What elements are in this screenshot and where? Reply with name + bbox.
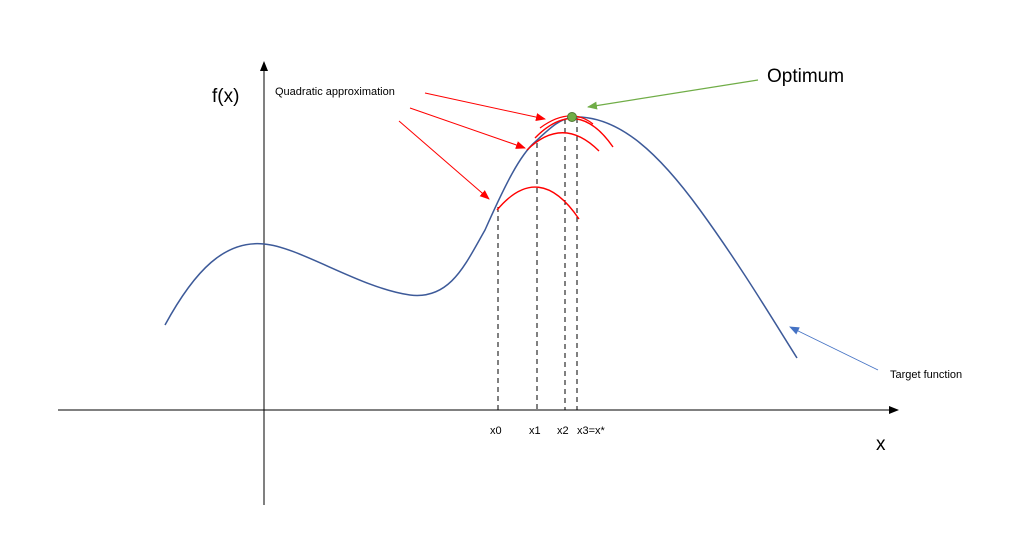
quadratic-approx-arc-1 — [496, 186, 580, 220]
quadratic-approx-arc-3 — [534, 117, 614, 148]
y-axis-label: f(x) — [212, 86, 239, 107]
optimum-label: Optimum — [767, 66, 844, 87]
approx-arrow-2 — [409, 107, 526, 149]
quadratic-approx-arc-2 — [526, 132, 600, 152]
approx-arrow-3 — [398, 120, 490, 200]
optimum-arrow — [587, 79, 759, 110]
quadratic-approximation-label: Quadratic approximation — [275, 86, 395, 98]
target-function-curve — [164, 116, 798, 359]
approx-arrow-1 — [424, 92, 546, 122]
target-function-label: Target function — [890, 369, 962, 381]
target-function-arrow — [789, 326, 879, 371]
tick-label-x0: x0 — [490, 425, 502, 437]
tick-label-x2: x2 — [557, 425, 569, 437]
x-axis-label: x — [876, 434, 886, 455]
tick-label-x3: x3=x* — [577, 425, 606, 437]
optimum-point — [567, 112, 577, 122]
tick-label-x1: x1 — [529, 425, 541, 437]
